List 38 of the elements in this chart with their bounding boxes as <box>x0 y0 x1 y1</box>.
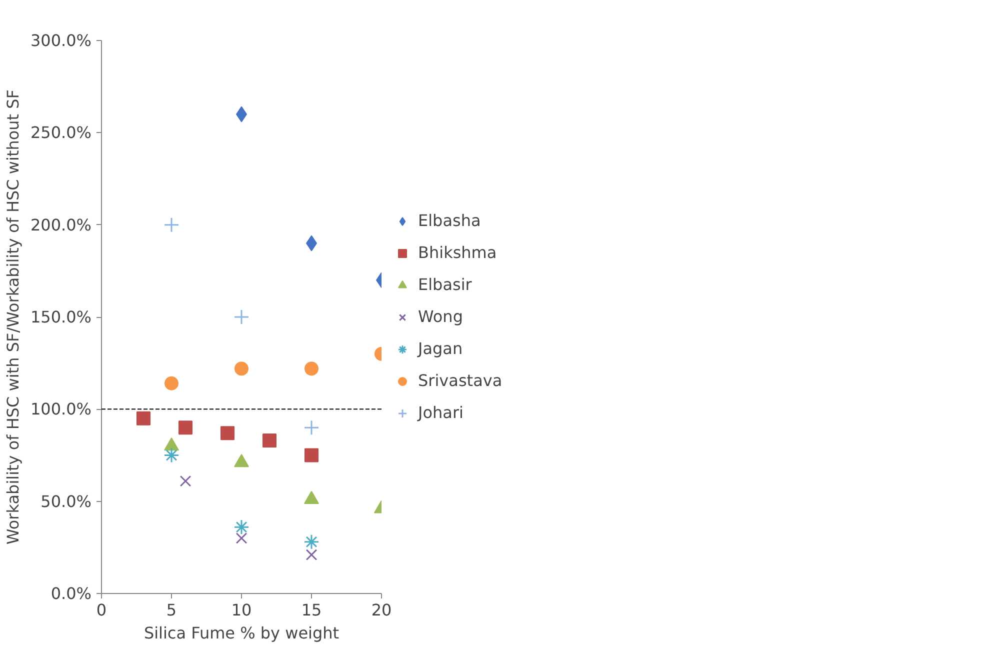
x-tick-label: 5 <box>166 600 177 620</box>
point <box>164 376 178 390</box>
point <box>236 532 248 544</box>
point <box>304 448 318 462</box>
y-tick-label: 0.0% <box>50 584 92 603</box>
legend-label: Elbasha <box>418 211 481 230</box>
point <box>220 426 234 440</box>
point <box>262 434 276 448</box>
x-axis-title: Silica Fume % by weight <box>144 624 340 642</box>
point <box>164 448 180 463</box>
legend-label: Srivastava <box>418 371 502 390</box>
legend-label: Wong <box>418 307 463 326</box>
point <box>304 362 318 376</box>
y-tick-label: 300.0% <box>30 31 92 50</box>
x-tick-label: 20 <box>371 600 392 620</box>
point <box>136 411 150 426</box>
point <box>306 549 318 560</box>
y-tick-label: 150.0% <box>30 308 92 326</box>
point <box>304 534 320 550</box>
point <box>164 217 180 233</box>
x-tick-label: 10 <box>231 600 252 620</box>
y-tick-label: 250.0% <box>30 123 92 142</box>
legend-label: Johari <box>418 403 464 422</box>
y-tick-label: 100.0% <box>30 400 92 419</box>
point <box>234 519 250 535</box>
point <box>180 475 192 487</box>
point <box>234 362 248 376</box>
legend-label: Elbasir <box>418 275 472 294</box>
y-axis-title: Workability of HSC with SF/Workability of HSC without SF <box>3 90 22 544</box>
point <box>234 309 250 325</box>
x-tick-label: 0 <box>96 600 107 620</box>
y-tick-label: 50.0% <box>40 492 92 511</box>
legend-label: Jagan <box>418 339 463 358</box>
point <box>304 420 320 436</box>
legend-label: Bhikshma <box>418 243 497 262</box>
y-tick-label: 200.0% <box>30 215 92 234</box>
point <box>178 420 192 435</box>
x-tick-label: 15 <box>301 600 322 620</box>
